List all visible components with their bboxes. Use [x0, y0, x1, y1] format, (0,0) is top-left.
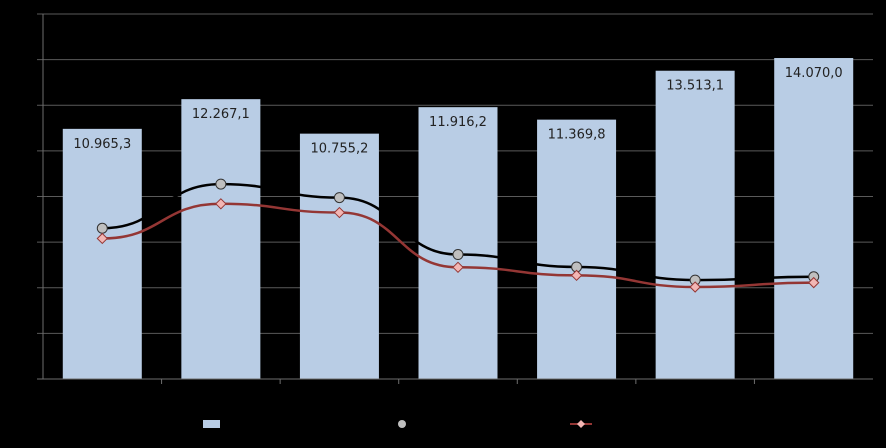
- bar: [774, 58, 854, 379]
- bar: [62, 128, 142, 379]
- bar-value-label: 13.513,1: [666, 79, 724, 94]
- lines-layer: [96, 178, 820, 293]
- line-point: [96, 232, 108, 245]
- bar-value-label: 11.369,8: [548, 128, 606, 143]
- bar-value-label: 10.755,2: [310, 142, 368, 157]
- bar: [418, 107, 498, 380]
- bar-value-label: 10.965,3: [73, 137, 131, 152]
- line-point: [689, 281, 701, 293]
- line-point: [333, 192, 345, 204]
- line-point: [570, 269, 583, 282]
- line-point: [333, 206, 346, 219]
- legend-marker-bar: [203, 420, 220, 428]
- bars-layer: 10.965,3 12.267,1 10.755,2 11.916,2 11.369,8…: [62, 58, 854, 380]
- axis-layer: [37, 14, 873, 384]
- legend: [203, 420, 592, 428]
- line-point: [808, 276, 820, 289]
- bar-value-label: 11.916,2: [429, 115, 487, 130]
- bar: [181, 99, 261, 379]
- bar-value-label: 14.070,0: [785, 66, 843, 81]
- bar: [537, 119, 617, 379]
- line-point: [215, 198, 227, 210]
- legend-marker-diamond: [577, 420, 585, 428]
- bar-value-label: 12.267,1: [192, 107, 250, 122]
- line-point: [452, 249, 464, 261]
- bar: [655, 70, 735, 379]
- line-point: [96, 222, 108, 234]
- line-point: [452, 261, 464, 274]
- bar: [299, 133, 379, 379]
- line-point: [215, 178, 227, 190]
- legend-marker-circle: [398, 420, 406, 428]
